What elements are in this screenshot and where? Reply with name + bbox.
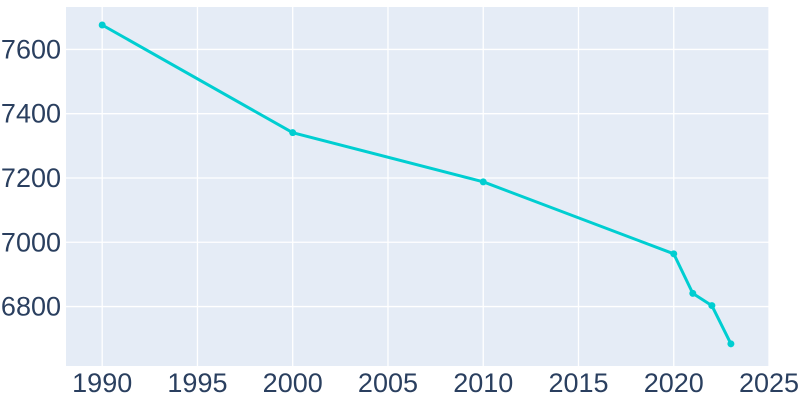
x-tick-label: 2015 xyxy=(548,368,608,398)
x-tick-label: 2025 xyxy=(739,368,799,398)
data-point-marker[interactable] xyxy=(479,178,487,186)
x-tick-label: 2005 xyxy=(358,368,418,398)
x-tick-label: 1990 xyxy=(72,368,132,398)
data-point-marker[interactable] xyxy=(708,302,716,310)
y-tick-label: 6800 xyxy=(1,292,61,322)
data-point-marker[interactable] xyxy=(670,250,678,258)
x-tick-label: 1995 xyxy=(167,368,227,398)
x-tick-label: 2010 xyxy=(453,368,513,398)
y-tick-label: 7400 xyxy=(1,99,61,129)
data-point-marker[interactable] xyxy=(689,289,697,297)
data-point-marker[interactable] xyxy=(98,21,106,29)
y-tick-label: 7600 xyxy=(1,34,61,64)
data-point-marker[interactable] xyxy=(727,340,735,348)
data-point-marker[interactable] xyxy=(289,129,297,137)
y-tick-label: 7200 xyxy=(1,163,61,193)
x-tick-label: 2000 xyxy=(263,368,323,398)
y-tick-label: 7000 xyxy=(1,227,61,257)
x-tick-label: 2020 xyxy=(644,368,704,398)
plot-area[interactable] xyxy=(66,7,769,366)
